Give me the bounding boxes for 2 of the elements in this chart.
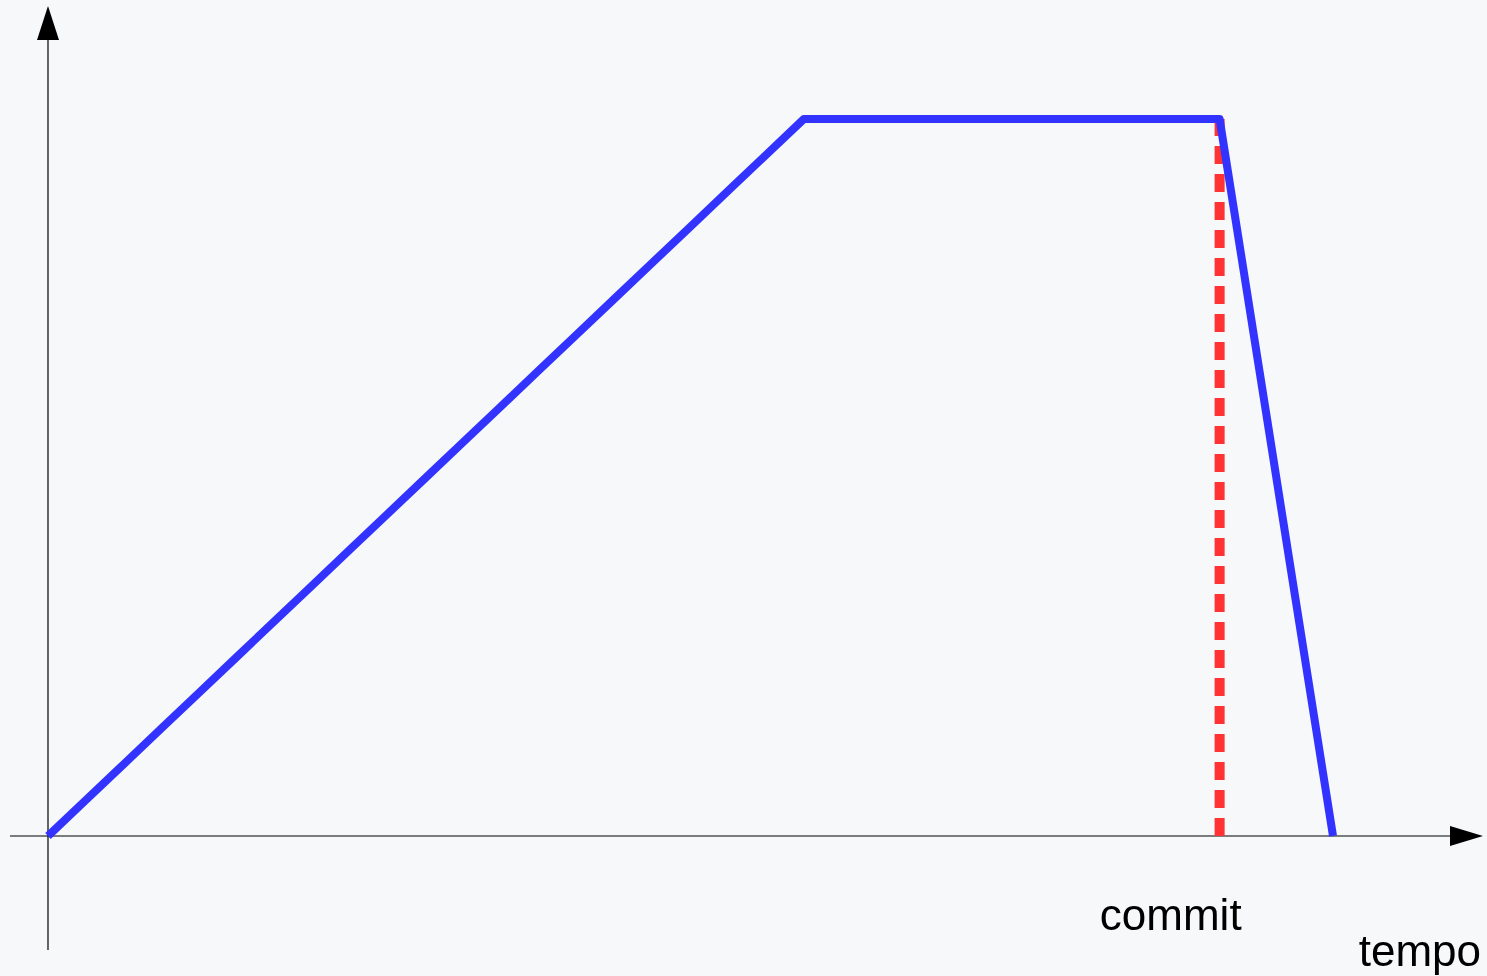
x-axis-title: tempo <box>1358 926 1481 975</box>
text: commit <box>1099 890 1242 939</box>
